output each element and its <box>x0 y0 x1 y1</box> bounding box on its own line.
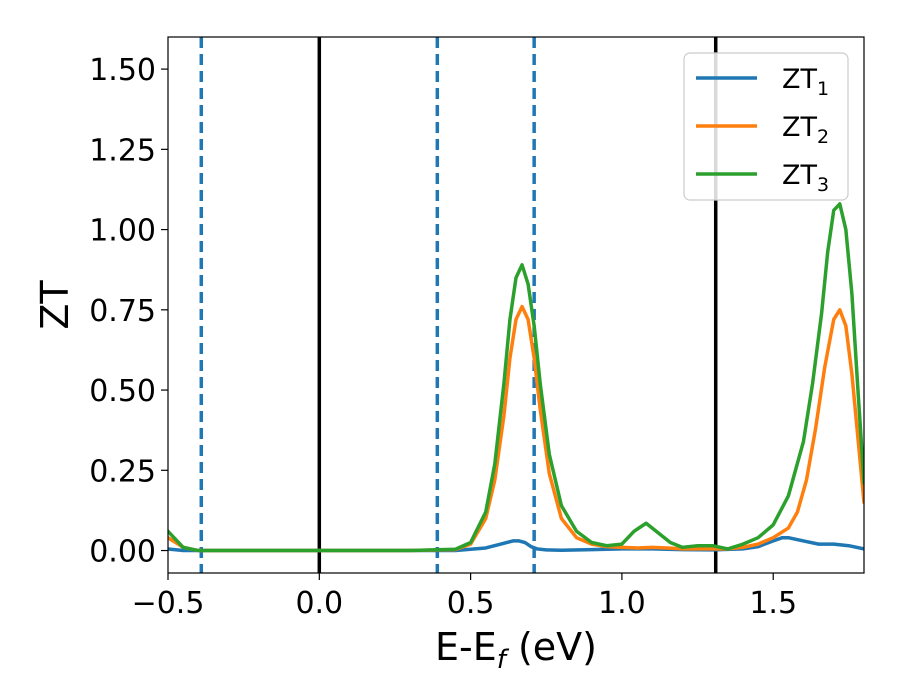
legend: ZT1 ZT2 ZT3 <box>683 52 849 201</box>
legend-label-zt1: ZT1 <box>782 64 829 100</box>
y-tick-label: 1.50 <box>89 53 156 88</box>
axes: −0.5 0.0 0.5 1.0 1.5 0.00 0.25 0.50 0.75 1.00 1.25… <box>33 36 865 675</box>
legend-label-zt3: ZT3 <box>782 160 829 196</box>
y-tick-label: 0.00 <box>89 535 156 570</box>
y-tick-label: 1.25 <box>89 133 156 168</box>
x-tick-label: −0.5 <box>132 586 205 621</box>
x-tick-label: 1.5 <box>749 586 797 621</box>
x-tick-label: 1.0 <box>598 586 646 621</box>
series-line-zt3 <box>168 202 864 553</box>
y-tick-label: 1.00 <box>89 214 156 249</box>
x-tick-label: 0.5 <box>447 586 495 621</box>
y-tick-label: 0.25 <box>89 454 156 489</box>
series-line-zt2 <box>168 304 864 553</box>
plot-frame <box>167 36 865 574</box>
y-tick-label: 0.50 <box>89 374 156 409</box>
legend-box <box>683 52 849 201</box>
x-tick-label: 0.0 <box>295 586 343 621</box>
plot-area <box>168 37 864 573</box>
legend-label-zt2: ZT2 <box>782 112 829 148</box>
x-axis-title: E-Ef (eV) <box>435 625 597 675</box>
y-tick-label: 0.75 <box>89 294 156 329</box>
y-axis-title: ZT <box>33 280 77 330</box>
